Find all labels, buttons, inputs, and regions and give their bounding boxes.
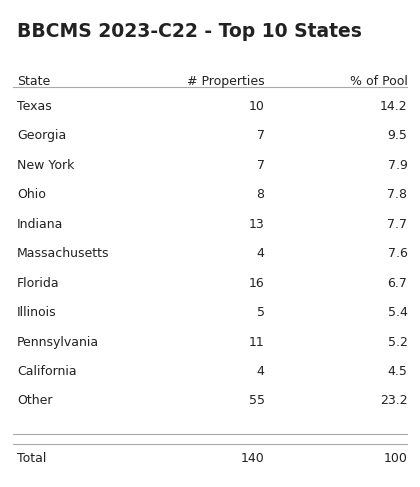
Text: 4: 4 (257, 365, 265, 378)
Text: Illinois: Illinois (17, 306, 56, 319)
Text: 6.7: 6.7 (388, 277, 407, 290)
Text: 7.8: 7.8 (387, 188, 407, 201)
Text: 13: 13 (249, 218, 265, 231)
Text: 7.6: 7.6 (388, 247, 407, 260)
Text: 14.2: 14.2 (380, 100, 407, 113)
Text: Pennsylvania: Pennsylvania (17, 336, 99, 349)
Text: 55: 55 (249, 394, 265, 408)
Text: 7: 7 (257, 129, 265, 142)
Text: Other: Other (17, 394, 52, 408)
Text: New York: New York (17, 159, 74, 172)
Text: 4.5: 4.5 (388, 365, 407, 378)
Text: Georgia: Georgia (17, 129, 66, 142)
Text: 5.2: 5.2 (388, 336, 407, 349)
Text: State: State (17, 75, 50, 89)
Text: 7.7: 7.7 (387, 218, 407, 231)
Text: 10: 10 (249, 100, 265, 113)
Text: 4: 4 (257, 247, 265, 260)
Text: Ohio: Ohio (17, 188, 46, 201)
Text: % of Pool: % of Pool (349, 75, 407, 89)
Text: 5: 5 (257, 306, 265, 319)
Text: BBCMS 2023-C22 - Top 10 States: BBCMS 2023-C22 - Top 10 States (17, 22, 362, 41)
Text: 5.4: 5.4 (388, 306, 407, 319)
Text: Massachusetts: Massachusetts (17, 247, 109, 260)
Text: 140: 140 (241, 452, 265, 465)
Text: 8: 8 (257, 188, 265, 201)
Text: 100: 100 (383, 452, 407, 465)
Text: 7.9: 7.9 (388, 159, 407, 172)
Text: Total: Total (17, 452, 46, 465)
Text: California: California (17, 365, 76, 378)
Text: Texas: Texas (17, 100, 52, 113)
Text: 7: 7 (257, 159, 265, 172)
Text: # Properties: # Properties (187, 75, 265, 89)
Text: Florida: Florida (17, 277, 59, 290)
Text: 23.2: 23.2 (380, 394, 407, 408)
Text: Indiana: Indiana (17, 218, 63, 231)
Text: 16: 16 (249, 277, 265, 290)
Text: 9.5: 9.5 (388, 129, 407, 142)
Text: 11: 11 (249, 336, 265, 349)
